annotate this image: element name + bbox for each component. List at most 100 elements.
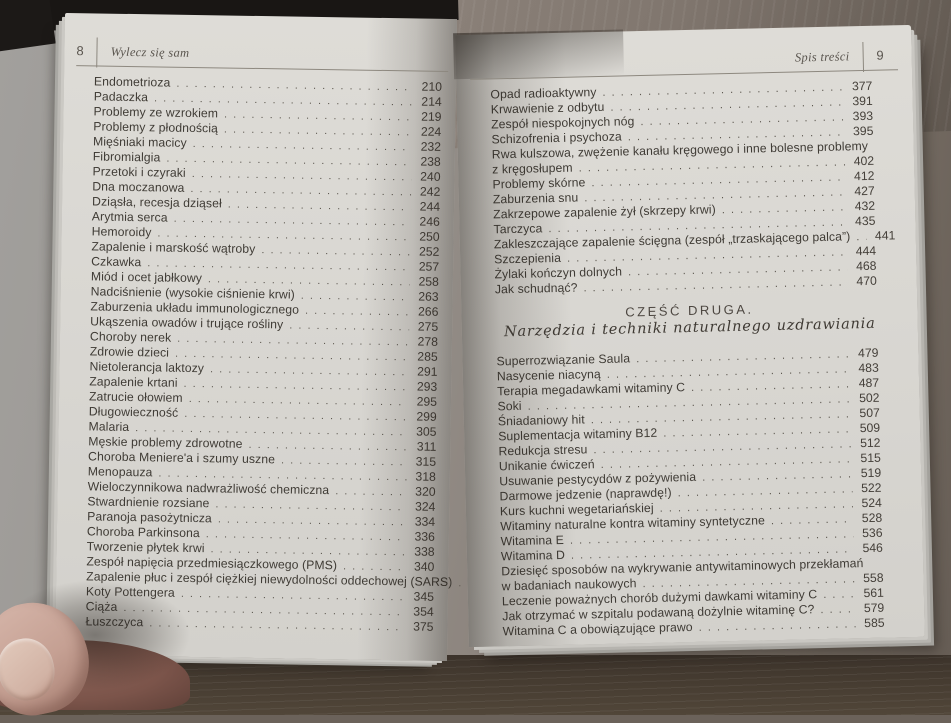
entry-page-number: 345 (413, 589, 435, 604)
entry-page-number: 395 (852, 123, 874, 139)
entry-page-number: 336 (414, 529, 435, 544)
entry-label: Żylaki kończyn dolnych (494, 264, 623, 282)
entry-page-number: 285 (417, 349, 438, 364)
entry-page-number: 528 (861, 510, 883, 526)
entry-page-number: 515 (860, 450, 881, 466)
dot-leader (823, 586, 855, 601)
dot-leader (224, 121, 412, 138)
entry-page-number: 585 (864, 615, 885, 631)
left-running-title: Wylecz się sam (110, 44, 190, 60)
entry-label: Zatrucie ołowiem (88, 389, 183, 405)
entry-page-number: 311 (416, 439, 437, 454)
entry-label: Zaburzenia snu (492, 190, 579, 207)
dot-leader (301, 288, 410, 304)
entry-label: Stwardnienie rozsiane (87, 494, 210, 511)
entry-page-number: 263 (418, 289, 439, 304)
entry-page-number: 275 (417, 319, 439, 334)
entry-page-number: 468 (855, 258, 877, 274)
entry-page-number: 320 (415, 484, 436, 499)
entry-label: Malaria (88, 419, 130, 435)
photo: 8 Wylecz się sam Endometrioza 210 Padacz… (0, 0, 951, 700)
dot-leader (305, 303, 410, 319)
entry-label: z kręgosłupem (492, 160, 573, 177)
entry-label: Jak schudnąć? (494, 280, 578, 297)
entry-label: Padaczka (93, 89, 149, 105)
entry-page-number (882, 566, 908, 567)
entry-label: Męskie problemy zdrowotne (88, 434, 243, 451)
entry-page-number: 444 (855, 243, 877, 259)
entry-page-number: 257 (418, 259, 440, 274)
entry-page-number: 354 (413, 604, 434, 619)
dot-leader (722, 199, 847, 216)
entry-page-number: 441 (874, 228, 896, 243)
entry-page-number: 291 (417, 364, 438, 379)
entry-page-number: 487 (858, 375, 880, 391)
dot-leader (248, 437, 407, 453)
entry-page-number: 334 (414, 514, 436, 529)
entry-label: Śniadaniowy hit (497, 412, 585, 429)
dot-leader (224, 106, 413, 123)
dot-leader (281, 452, 407, 468)
entry-label: Paranoja pasożytnicza (87, 509, 212, 526)
toc-list-left: Endometrioza 210 Padaczka 214 Problemy z… (55, 66, 497, 635)
entry-page-number: 232 (420, 139, 442, 154)
entry-page-number: 340 (413, 559, 435, 574)
dot-leader (699, 616, 856, 634)
entry-label: Zdrowie dzieci (89, 344, 170, 360)
entry-page-number: 238 (420, 154, 441, 169)
entry-page-number: 483 (858, 360, 879, 376)
toc-list-right-part1: Opad radioaktywny 377 Krwawienie z odbyt… (456, 70, 917, 298)
entry-label: Długowieczność (88, 404, 179, 420)
entry-page-number: 266 (417, 304, 439, 319)
entry-label: Choroba Meniere'a i szumy uszne (87, 449, 276, 467)
entry-page-number: 278 (417, 334, 439, 349)
entry-label: Witamina E (500, 532, 565, 549)
entry-page-number: 558 (863, 570, 884, 586)
entry-label: Problemy ze wzrokiem (93, 104, 219, 121)
right-page: Spis treści 9 Opad radioaktywny 377 Krwa… (455, 24, 925, 648)
entry-label: Tworzenie płytek krwi (86, 539, 205, 556)
entry-label: Fibromialgia (92, 149, 161, 165)
left-page: 8 Wylecz się sam Endometrioza 210 Padacz… (54, 12, 497, 662)
entry-page-number: 479 (857, 345, 879, 361)
entry-label: Redukcja stresu (498, 442, 588, 459)
entry-page-number: 293 (416, 379, 438, 394)
thumb-nail (0, 633, 60, 706)
entry-label: Menopauza (87, 464, 153, 480)
toc-list-right-part2: Superrozwiązanie Saula 479 Nasycenie nia… (462, 337, 925, 640)
entry-page-number: 561 (863, 585, 885, 601)
entry-label: Zapalenie krtani (89, 374, 178, 390)
entry-page-number: 519 (860, 465, 882, 481)
dot-leader (820, 601, 855, 616)
dot-leader (215, 496, 406, 513)
entry-page-number: 375 (413, 619, 434, 634)
entry-label: Choroba Parkinsona (86, 524, 200, 541)
entry-page-number: 210 (421, 79, 443, 94)
right-running-title: Spis treści (794, 49, 850, 65)
dot-leader (343, 558, 406, 573)
section-heading: CZĘŚĆ DRUGA. Narzędzia i techniki natura… (491, 299, 888, 341)
header-divider (862, 41, 864, 73)
entry-page-number: 242 (419, 184, 441, 199)
entry-page-number: 522 (860, 480, 882, 496)
entry-page-number: 502 (858, 390, 880, 406)
dark-background-corner (0, 0, 56, 53)
entry-label: Opad radioaktywny (490, 85, 597, 102)
entry-page-number: 377 (851, 78, 873, 94)
entry-page-number: 250 (419, 229, 440, 244)
entry-label: Soki (497, 398, 522, 414)
entry-page-number: 305 (416, 424, 437, 439)
entry-page-number: 240 (420, 169, 441, 184)
entry-label: Problemy z płodnością (93, 119, 219, 136)
entry-label: Arytmia serca (91, 209, 168, 225)
dot-leader (771, 511, 854, 527)
entry-label: Zapalenie i marskość wątroby (91, 239, 256, 256)
entry-page-number: 214 (421, 94, 442, 109)
entry-page-number (887, 149, 913, 150)
entry-page-number: 219 (421, 109, 442, 124)
entry-label: Unikanie ćwiczeń (498, 457, 595, 474)
entry-page-number: 432 (854, 198, 876, 214)
entry-page-number: 299 (416, 409, 437, 424)
entry-label: Krwawienie z odbytu (490, 99, 605, 117)
entry-label: Czkawka (91, 254, 142, 270)
